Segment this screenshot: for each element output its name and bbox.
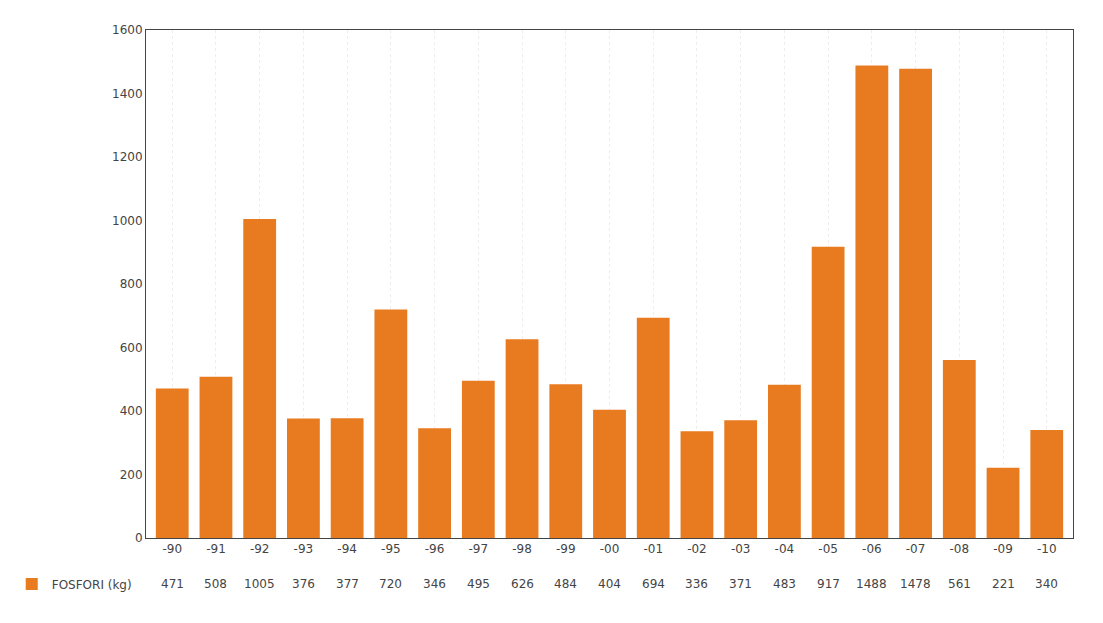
svg-text:371: 371 xyxy=(729,577,752,591)
svg-text:404: 404 xyxy=(598,577,621,591)
svg-text:1200: 1200 xyxy=(112,150,143,164)
svg-text:-94: -94 xyxy=(337,542,357,556)
svg-text:-97: -97 xyxy=(469,542,489,556)
svg-text:1400: 1400 xyxy=(112,87,143,101)
svg-text:200: 200 xyxy=(120,468,143,482)
svg-text:-07: -07 xyxy=(906,542,926,556)
svg-text:-96: -96 xyxy=(425,542,445,556)
svg-text:377: 377 xyxy=(336,577,359,591)
svg-text:495: 495 xyxy=(467,577,490,591)
svg-text:-08: -08 xyxy=(950,542,970,556)
svg-text:-99: -99 xyxy=(556,542,576,556)
svg-text:-01: -01 xyxy=(643,542,663,556)
svg-text:-95: -95 xyxy=(381,542,401,556)
svg-text:340: 340 xyxy=(1035,577,1058,591)
svg-text:1488: 1488 xyxy=(856,577,887,591)
svg-text:-05: -05 xyxy=(818,542,838,556)
svg-text:-09: -09 xyxy=(993,542,1013,556)
svg-text:1005: 1005 xyxy=(244,577,275,591)
svg-text:-91: -91 xyxy=(206,542,226,556)
svg-text:-03: -03 xyxy=(731,542,751,556)
svg-text:508: 508 xyxy=(204,577,227,591)
svg-text:1000: 1000 xyxy=(112,214,143,228)
svg-text:400: 400 xyxy=(120,404,143,418)
svg-text:346: 346 xyxy=(423,577,446,591)
svg-text:1600: 1600 xyxy=(112,23,143,37)
svg-text:336: 336 xyxy=(685,577,708,591)
svg-text:-04: -04 xyxy=(775,542,795,556)
svg-text:1478: 1478 xyxy=(900,577,931,591)
svg-text:-06: -06 xyxy=(862,542,882,556)
svg-text:720: 720 xyxy=(379,577,402,591)
svg-text:-00: -00 xyxy=(600,542,620,556)
svg-text:-02: -02 xyxy=(687,542,707,556)
svg-text:0: 0 xyxy=(135,531,143,545)
svg-text:483: 483 xyxy=(773,577,796,591)
svg-text:917: 917 xyxy=(817,577,840,591)
svg-text:-92: -92 xyxy=(250,542,270,556)
svg-text:221: 221 xyxy=(992,577,1015,591)
svg-text:694: 694 xyxy=(642,577,665,591)
svg-text:-90: -90 xyxy=(162,542,182,556)
svg-text:471: 471 xyxy=(161,577,184,591)
svg-text:600: 600 xyxy=(120,341,143,355)
svg-text:-93: -93 xyxy=(294,542,314,556)
svg-text:-10: -10 xyxy=(1037,542,1057,556)
svg-text:626: 626 xyxy=(511,577,534,591)
svg-text:561: 561 xyxy=(948,577,971,591)
svg-text:484: 484 xyxy=(554,577,577,591)
svg-text:-98: -98 xyxy=(512,542,532,556)
svg-text:800: 800 xyxy=(120,277,143,291)
svg-text:FOSFORI (kg): FOSFORI (kg) xyxy=(52,578,132,592)
svg-text:376: 376 xyxy=(292,577,315,591)
